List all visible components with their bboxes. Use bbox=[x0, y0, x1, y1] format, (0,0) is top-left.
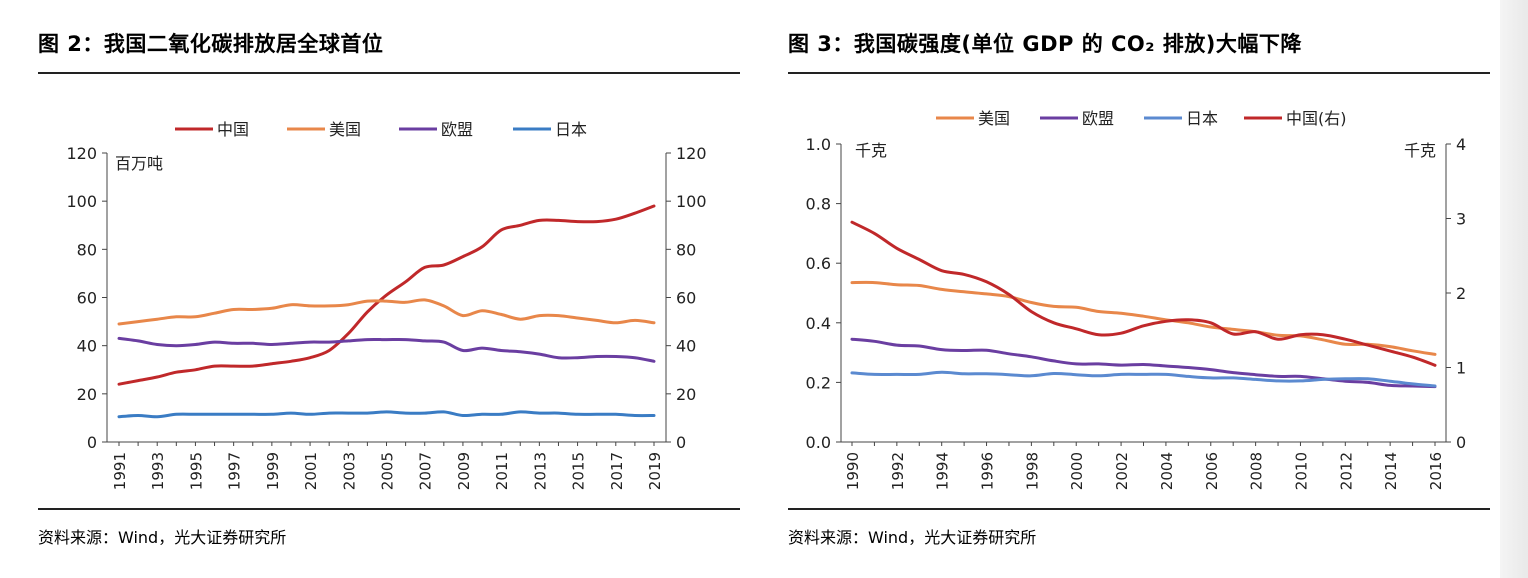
series-line bbox=[117, 410, 656, 419]
unit-label-left: 千克 bbox=[855, 141, 887, 160]
window-edge bbox=[1500, 0, 1528, 578]
x-tick-label: 2000 bbox=[1068, 452, 1086, 490]
figure-3-source: 资料来源：Wind，光大证券研究所 bbox=[788, 528, 1037, 547]
legend-label: 欧盟 bbox=[1082, 109, 1114, 128]
y-tick-label-left: 0.2 bbox=[806, 373, 831, 392]
y-tick-label-left: 20 bbox=[77, 385, 97, 404]
x-tick-label: 2015 bbox=[570, 452, 588, 490]
x-tick-label: 2009 bbox=[455, 452, 473, 490]
x-tick-label: 2013 bbox=[531, 452, 549, 490]
legend-label: 中国(右) bbox=[1286, 109, 1347, 128]
y-tick-label-right: 4 bbox=[1456, 135, 1466, 154]
x-tick-label: 2007 bbox=[417, 452, 435, 490]
series-line bbox=[117, 336, 656, 363]
figure-3-top-rule bbox=[788, 72, 1490, 74]
x-tick-label: 1994 bbox=[934, 452, 952, 490]
y-tick-label-right: 120 bbox=[676, 144, 707, 163]
y-tick-label-right: 20 bbox=[676, 385, 696, 404]
x-tick-label: 2003 bbox=[340, 452, 358, 490]
figure-2-source: 资料来源：Wind，光大证券研究所 bbox=[38, 528, 287, 547]
x-tick-label: 1990 bbox=[844, 452, 862, 490]
y-tick-label-right: 3 bbox=[1456, 210, 1466, 229]
figure-3-chart: 0.0 0.2 0.4 0.6 0.8 1.0 0 1 2 3 4 1990 1992 1994 1996 1… bbox=[806, 109, 1467, 490]
figure-3-panel: 图 3：我国碳强度(单位 GDP 的 CO₂ 排放)大幅下降 0.0 0.2 0.4… bbox=[788, 0, 1490, 578]
y-tick-label-left: 60 bbox=[77, 289, 97, 308]
x-tick-label: 1993 bbox=[149, 452, 167, 490]
x-tick-label: 2017 bbox=[608, 452, 626, 490]
legend-label: 欧盟 bbox=[441, 120, 473, 139]
y-tick-label-right: 2 bbox=[1456, 284, 1466, 303]
x-tick-label: 2011 bbox=[493, 452, 511, 490]
y-tick-label-left: 0.6 bbox=[806, 254, 831, 273]
x-tick-label: 2004 bbox=[1158, 452, 1176, 490]
y-tick-label-left: 1.0 bbox=[806, 135, 831, 154]
series-line bbox=[850, 370, 1437, 388]
x-tick-label: 1995 bbox=[187, 452, 205, 490]
legend-label: 美国 bbox=[978, 109, 1010, 128]
x-tick-label: 1997 bbox=[226, 452, 244, 490]
x-tick-label: 2005 bbox=[379, 452, 397, 490]
x-tick-label: 1992 bbox=[889, 452, 907, 490]
x-tick-label: 2001 bbox=[302, 452, 320, 490]
legend-label: 日本 bbox=[555, 120, 587, 139]
figure-3-title: 图 3：我国碳强度(单位 GDP 的 CO₂ 排放)大幅下降 bbox=[788, 32, 1302, 56]
series-line bbox=[850, 280, 1437, 356]
x-tick-label: 1999 bbox=[264, 452, 282, 490]
legend-label: 美国 bbox=[329, 120, 361, 139]
legend-label: 日本 bbox=[1186, 109, 1218, 128]
y-tick-label-right: 0 bbox=[676, 433, 686, 452]
y-tick-label-right: 0 bbox=[1456, 433, 1466, 452]
y-tick-label-right: 80 bbox=[676, 240, 696, 259]
x-tick-label: 2002 bbox=[1113, 452, 1131, 490]
y-tick-label-left: 100 bbox=[66, 192, 97, 211]
y-tick-label-right: 100 bbox=[676, 192, 707, 211]
x-tick-label: 2016 bbox=[1427, 452, 1445, 490]
figure-2-title: 图 2：我国二氧化碳排放居全球首位 bbox=[38, 32, 384, 56]
series-line bbox=[117, 298, 656, 326]
figure-2-top-rule bbox=[38, 72, 740, 74]
y-tick-label-left: 0.8 bbox=[806, 195, 831, 214]
y-tick-label-left: 80 bbox=[77, 240, 97, 259]
x-tick-label: 2006 bbox=[1203, 452, 1221, 490]
y-tick-label-right: 1 bbox=[1456, 359, 1466, 378]
legend-label: 中国 bbox=[217, 120, 249, 139]
x-tick-label: 2014 bbox=[1382, 452, 1400, 490]
figure-2-chart: 0 20 40 60 80 100 120 0 20 40 60 80 100 120 1991 1993 19… bbox=[66, 120, 707, 490]
x-tick-label: 1996 bbox=[979, 452, 997, 490]
figure-2-bottom-rule bbox=[38, 508, 740, 510]
unit-label-right: 千克 bbox=[1404, 141, 1436, 160]
x-tick-label: 2010 bbox=[1292, 452, 1310, 490]
x-tick-label: 2008 bbox=[1248, 452, 1266, 490]
y-tick-label-left: 0.4 bbox=[806, 314, 831, 333]
y-tick-label-left: 40 bbox=[77, 337, 97, 356]
y-tick-label-left: 0 bbox=[87, 433, 97, 452]
y-tick-label-left: 120 bbox=[66, 144, 97, 163]
y-tick-label-right: 60 bbox=[676, 289, 696, 308]
x-tick-label: 1991 bbox=[111, 452, 129, 490]
x-tick-label: 2019 bbox=[646, 452, 664, 490]
x-tick-label: 2012 bbox=[1337, 452, 1355, 490]
figure-2-panel: 图 2：我国二氧化碳排放居全球首位 0 20 40 60 80 100 120 0 20 40 60… bbox=[38, 0, 740, 578]
y-tick-label-left: 0.0 bbox=[806, 433, 831, 452]
unit-label: 百万吨 bbox=[115, 154, 163, 173]
x-tick-label: 1998 bbox=[1023, 452, 1041, 490]
figure-3-bottom-rule bbox=[788, 508, 1490, 510]
y-tick-label-right: 40 bbox=[676, 337, 696, 356]
